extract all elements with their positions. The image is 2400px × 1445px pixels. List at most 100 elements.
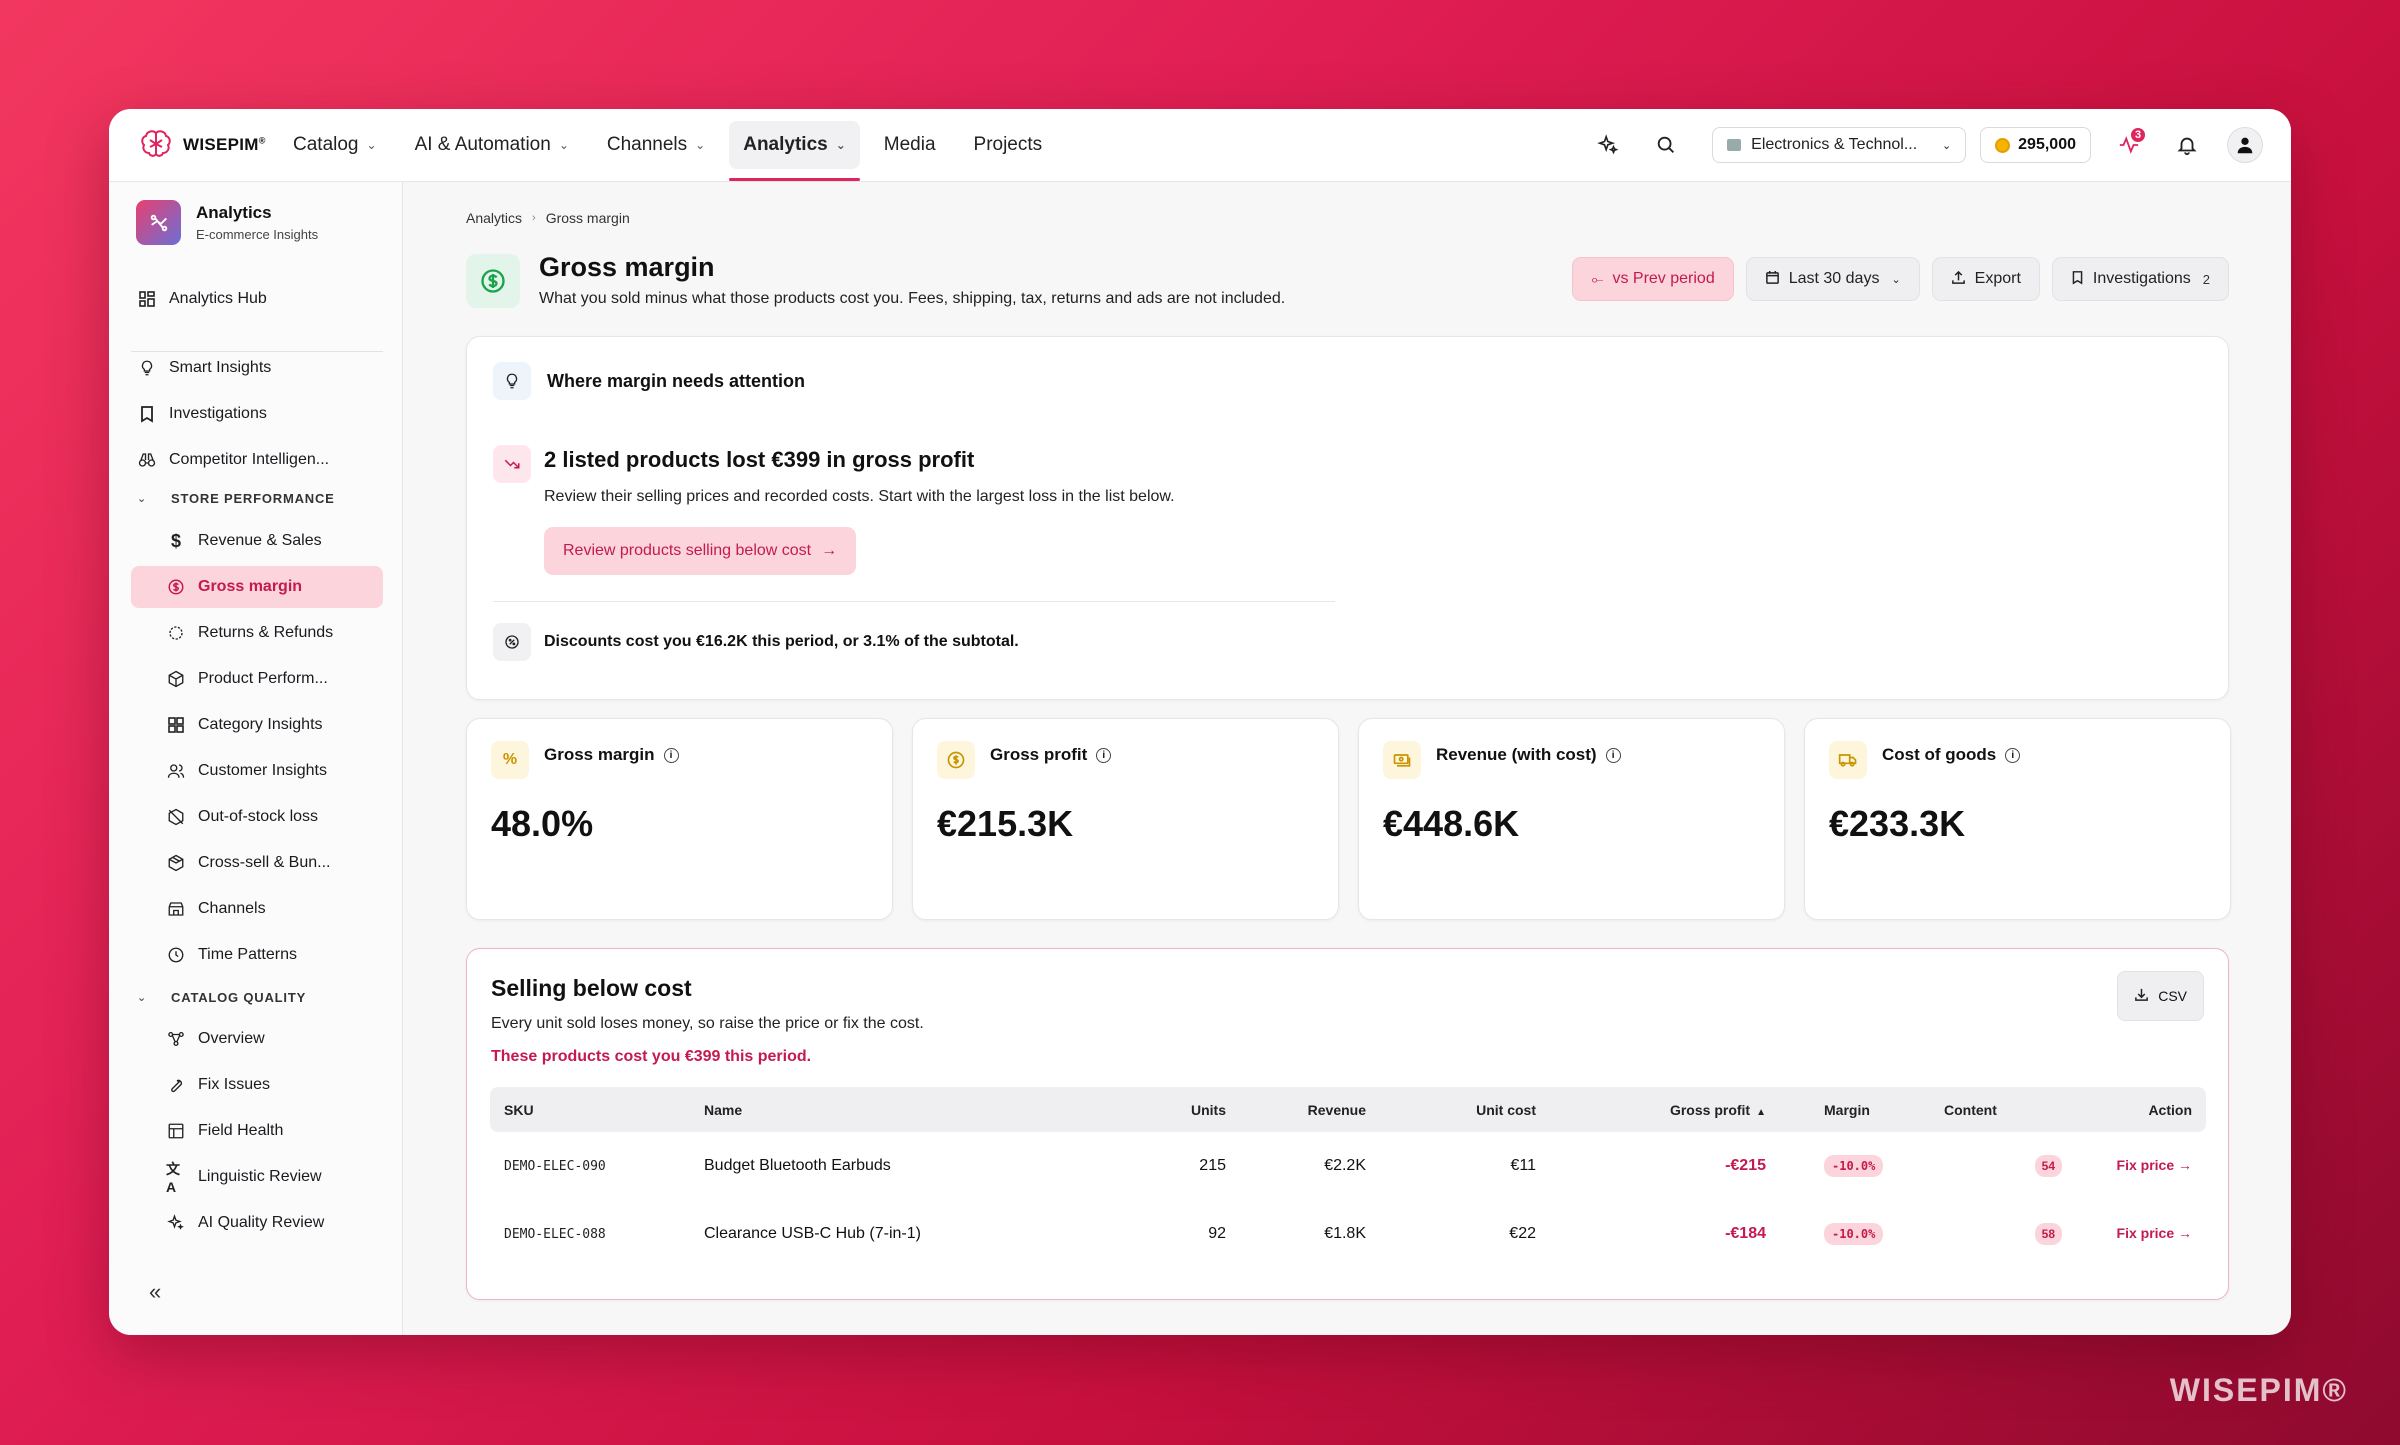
export-button[interactable]: Export [1931, 257, 2040, 301]
cash-icon [1383, 741, 1421, 779]
nav-analytics[interactable]: Analytics ⌄ [729, 121, 860, 181]
section-title: Selling below cost [491, 975, 692, 1001]
sidebar-item-out-of-stock-loss[interactable]: Out-of-stock loss [131, 796, 383, 838]
investigations-button[interactable]: Investigations 2 [2051, 257, 2229, 301]
search-icon[interactable] [1646, 125, 1686, 165]
attention-title: Where margin needs attention [547, 370, 806, 391]
col-unit-cost[interactable]: Unit cost [1476, 1101, 1536, 1118]
kpi-revenue-with-cost: Revenue (with cost) i €448.6K [1358, 718, 1785, 920]
sidebar-item-competitor-intelligence[interactable]: Competitor Intelligen... [131, 439, 383, 481]
compare-prev-period-button[interactable]: ⟜ vs Prev period [1572, 257, 1734, 301]
store-icon [166, 899, 186, 919]
kpi-value: €448.6K [1383, 803, 1520, 844]
col-units[interactable]: Units [1191, 1101, 1226, 1118]
col-content[interactable]: Content [1944, 1101, 1997, 1118]
sidebar-item-customer-insights[interactable]: Customer Insights [131, 750, 383, 792]
csv-download-button[interactable]: CSV [2117, 971, 2204, 1021]
breadcrumb-analytics[interactable]: Analytics [466, 210, 523, 226]
brain-logo-icon [137, 126, 175, 164]
fix-price-link[interactable]: Fix price → [2116, 1157, 2192, 1173]
nav-catalog[interactable]: Catalog ⌄ [293, 134, 377, 155]
sidebar-item-fix-issues[interactable]: Fix Issues [131, 1064, 383, 1106]
col-action: Action [2148, 1101, 2192, 1118]
sidebar-item-overview[interactable]: Overview [131, 1018, 383, 1060]
margin-badge: -10.0% [1824, 1223, 1884, 1245]
selling-below-cost-card: Selling below cost Every unit sold loses… [466, 948, 2229, 1300]
ai-sparkle-icon[interactable] [1588, 125, 1628, 165]
col-margin[interactable]: Margin [1824, 1101, 1870, 1118]
info-icon[interactable]: i [1096, 747, 1112, 763]
percent-icon: % [491, 741, 529, 779]
download-icon [2134, 987, 2149, 1005]
page-subtitle: What you sold minus what those products … [539, 290, 1286, 307]
user-avatar-icon[interactable] [2227, 127, 2263, 163]
col-gross-profit[interactable]: Gross profit ▲ [1669, 1101, 1766, 1118]
lightbulb-icon [137, 358, 157, 378]
store-selector[interactable]: Electronics & Technol... ⌄ [1712, 127, 1967, 163]
sidebar-item-linguistic-review[interactable]: 文A Linguistic Review [166, 1161, 322, 1195]
sidebar-item-analytics-hub[interactable]: Analytics Hub [131, 278, 383, 320]
nav-ai-automation[interactable]: AI & Automation ⌄ [414, 134, 569, 155]
store-icon [1727, 139, 1742, 151]
sidebar-item-cross-sell-bundles[interactable]: Cross-sell & Bun... [131, 842, 383, 884]
upload-icon [1951, 270, 1966, 289]
chevron-down-icon: ⌄ [1891, 273, 1901, 286]
col-sku[interactable]: SKU [504, 1101, 534, 1118]
margin-badge: -10.0% [1824, 1155, 1884, 1177]
sidebar-item-smart-insights[interactable]: Smart Insights [131, 347, 383, 389]
clock-icon [166, 945, 186, 965]
table-row[interactable]: DEMO-ELEC-090 Budget Bluetooth Earbuds 2… [490, 1132, 2206, 1200]
nav-media[interactable]: Media [883, 134, 936, 155]
refresh-icon [166, 623, 186, 643]
bell-icon[interactable] [2167, 125, 2207, 165]
coin-icon [937, 741, 975, 779]
sidebar-item-time-patterns[interactable]: Time Patterns [131, 934, 383, 976]
sidebar-group-store-performance[interactable]: ⌄ STORE PERFORMANCE [137, 491, 335, 506]
page-title: Gross margin [539, 252, 715, 282]
sidebar-item-ai-quality-review[interactable]: AI Quality Review [131, 1202, 383, 1244]
sidebar-item-field-health[interactable]: Field Health [131, 1110, 383, 1152]
col-revenue[interactable]: Revenue [1307, 1101, 1366, 1118]
bookmark-icon [137, 404, 157, 424]
loss-title: 2 listed products lost €399 in gross pro… [544, 447, 975, 472]
info-icon[interactable]: i [1605, 747, 1621, 763]
sidebar: Analytics E-commerce Insights Analytics … [109, 182, 403, 1335]
info-icon[interactable]: i [2005, 747, 2021, 763]
loss-subtitle: Review their selling prices and recorded… [544, 488, 1175, 505]
arrow-right-icon: → [821, 542, 838, 559]
logo[interactable]: WISEPIM® [137, 126, 275, 164]
sidebar-item-investigations[interactable]: Investigations [131, 393, 383, 435]
table-row[interactable]: DEMO-ELEC-088 Clearance USB-C Hub (7-in-… [490, 1200, 2206, 1268]
section-subtitle: Every unit sold loses money, so raise th… [491, 1015, 924, 1032]
users-icon [166, 761, 186, 781]
sidebar-item-category-insights[interactable]: Category Insights [131, 704, 383, 746]
sidebar-item-channels[interactable]: Channels [131, 888, 383, 930]
attention-card: Where margin needs attention 2 listed pr… [466, 336, 2229, 700]
chevron-down-icon: ⌄ [137, 992, 148, 1004]
activity-icon[interactable]: 3 [2109, 125, 2149, 165]
date-range-button[interactable]: Last 30 days ⌄ [1745, 257, 1920, 301]
col-name[interactable]: Name [704, 1101, 743, 1118]
sort-asc-icon: ▲ [1756, 1106, 1766, 1118]
nav-channels[interactable]: Channels ⌄ [606, 134, 706, 155]
sidebar-item-product-performance[interactable]: Product Perform... [131, 658, 383, 700]
main-content: Analytics › Gross margin Gross margin Wh… [403, 182, 2291, 1335]
fix-price-link[interactable]: Fix price → [2116, 1225, 2192, 1241]
credits-balance[interactable]: 295,000 [1980, 127, 2091, 163]
main-nav: Catalog ⌄ AI & Automation ⌄ Channels ⌄ Anal… [279, 109, 1066, 182]
grid-icon [166, 715, 186, 735]
sidebar-item-returns-refunds[interactable]: Returns & Refunds [131, 612, 383, 654]
content-score-badge: 58 [2034, 1223, 2062, 1245]
sidebar-group-catalog-quality[interactable]: ⌄ CATALOG QUALITY [137, 990, 307, 1005]
sidebar-item-revenue-sales[interactable]: $ Revenue & Sales [131, 520, 383, 562]
coin-icon [1995, 137, 2011, 153]
info-icon[interactable]: i [663, 747, 679, 763]
collapse-sidebar-icon[interactable]: « [149, 1279, 162, 1304]
loss-warning: These products cost you €399 this period… [491, 1048, 812, 1065]
review-below-cost-button[interactable]: Review products selling below cost → [544, 527, 857, 575]
table-header: SKU Name Units Revenue Unit cost Gross p… [490, 1087, 2206, 1132]
nav-projects[interactable]: Projects [973, 134, 1043, 155]
dollar-icon: $ [170, 530, 181, 551]
breadcrumb-current: Gross margin [545, 210, 630, 226]
sidebar-item-gross-margin[interactable]: Gross margin [131, 566, 383, 608]
